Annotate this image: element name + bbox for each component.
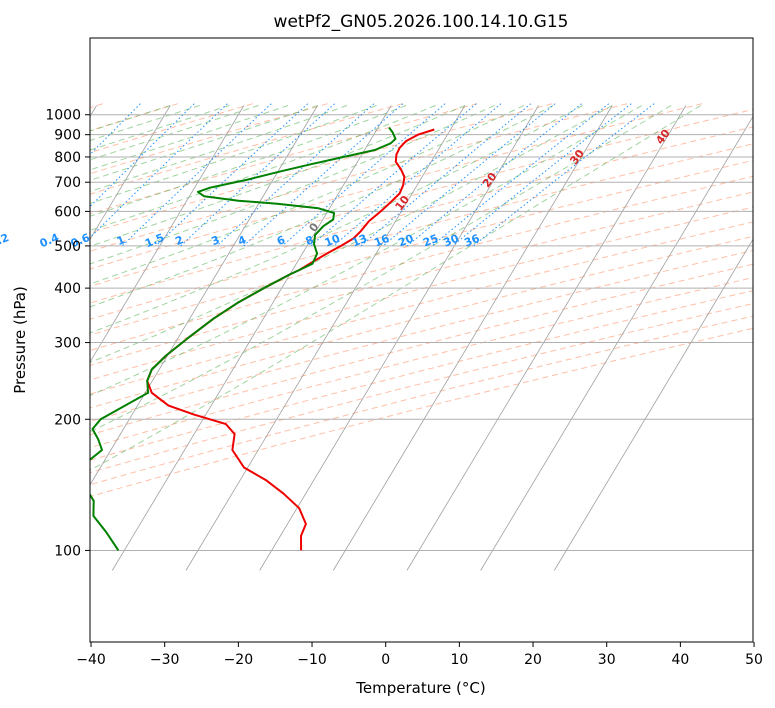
isotherm-line — [90, 105, 171, 241]
y-tick-label: 200 — [54, 412, 81, 428]
x-tick-label: 30 — [598, 652, 616, 668]
moist-adiabat-line — [90, 105, 642, 397]
x-tick-label: 20 — [524, 652, 542, 668]
mixing-ratio-label: 3 — [210, 233, 222, 248]
mixing-ratio-line — [472, 103, 655, 247]
moist-adiabat-line — [90, 105, 377, 204]
y-tick-label: 400 — [54, 281, 81, 297]
isotherm-line — [406, 105, 687, 571]
background-lines — [90, 103, 753, 571]
y-tick-label: 600 — [54, 204, 81, 220]
mixing-ratio-label: 30 — [442, 232, 461, 250]
axes: −40 −30 −20 −10 0 10 20 30 40 50 100 200 300 400 500 60… — [45, 108, 763, 668]
x-tick-label: −20 — [224, 652, 254, 668]
mixing-ratio-line — [243, 103, 404, 247]
mixing-ratio-label: 10 — [323, 232, 342, 250]
x-tick-label: −10 — [297, 652, 327, 668]
x-tick-label: −30 — [150, 652, 180, 668]
mixing-ratio-label: 25 — [421, 232, 440, 250]
x-tick-label: 40 — [671, 652, 689, 668]
chart-title: wetPf2_GN05.2026.100.14.10.G15 — [274, 12, 569, 32]
moist-adiabat-line — [90, 105, 525, 285]
mixing-ratio-line — [431, 103, 610, 247]
mixing-ratio-label: 0.2 — [0, 231, 11, 250]
moist-adiabat-line — [90, 105, 495, 265]
isotherm-line — [90, 105, 245, 363]
mixing-ratio-label: 16 — [372, 232, 391, 250]
mixing-ratio-line — [452, 103, 632, 247]
moist-adiabat-line — [90, 105, 259, 161]
dry-adiabat-line — [90, 235, 753, 409]
dry-adiabat-line — [90, 206, 753, 381]
isotherm-line — [185, 105, 466, 571]
moist-adiabat-line — [90, 105, 672, 433]
dry-adiabat-line — [90, 303, 753, 474]
mixing-ratio-label: 36 — [462, 232, 481, 250]
isotherm-line — [111, 105, 392, 571]
mixing-ratio-label: 2 — [173, 233, 185, 248]
x-tick-label: 10 — [450, 652, 468, 668]
mixing-ratio-line — [382, 103, 556, 247]
mixing-ratio-line — [281, 103, 446, 247]
moist-adiabat-line — [90, 105, 613, 363]
mixing-ratio-label: 1 — [115, 233, 127, 248]
y-tick-label: 700 — [54, 175, 81, 191]
mixing-ratio-line — [121, 103, 272, 247]
dry-adiabat-line — [90, 143, 753, 320]
mixing-ratio-label: 13 — [350, 232, 369, 250]
y-tick-label: 1000 — [45, 108, 81, 124]
mixing-ratio-label: 20 — [396, 232, 415, 250]
dry-adiabat-line — [90, 103, 703, 270]
isotherm-line — [332, 105, 613, 571]
x-tick-label: 50 — [745, 652, 763, 668]
dry-adiabat-line — [90, 249, 753, 423]
moist-adiabat-line — [90, 105, 584, 334]
moist-adiabat-line — [90, 105, 200, 142]
mixing-ratio-line — [90, 103, 228, 239]
mixing-ratio-line — [310, 103, 477, 247]
x-tick-label: 0 — [381, 652, 390, 668]
isotherm-line — [553, 238, 753, 571]
y-tick-label: 100 — [54, 543, 81, 559]
moist-adiabat-line — [90, 105, 436, 231]
isotherm-line — [259, 105, 539, 571]
mixing-ratio-line — [406, 103, 582, 247]
plot-frame — [89, 37, 754, 643]
moist-adiabat-line — [90, 105, 230, 151]
isotherm-line — [480, 115, 753, 571]
y-axis-label: Pressure (hPa) — [11, 286, 29, 394]
mixing-ratio-line — [90, 103, 195, 208]
dry-adiabat-line — [90, 327, 753, 498]
x-axis-label: Temperature (°C) — [355, 679, 485, 697]
x-tick-label: −40 — [76, 652, 106, 668]
moist-adiabat-line — [90, 105, 348, 192]
moist-adiabat-line — [90, 105, 701, 471]
y-tick-label: 300 — [54, 336, 81, 352]
isotherm-line — [90, 105, 318, 486]
dry-adiabat-line — [90, 277, 753, 449]
mixing-ratio-label: 8 — [304, 233, 316, 248]
mixing-ratio-line — [90, 103, 141, 156]
y-tick-label: 900 — [54, 128, 81, 144]
y-tick-label: 500 — [54, 239, 81, 255]
y-tick-label: 800 — [54, 150, 81, 166]
profile-lines — [90, 126, 435, 551]
mixing-ratio-line — [155, 103, 309, 247]
dewpoint-profile-line — [90, 126, 397, 551]
